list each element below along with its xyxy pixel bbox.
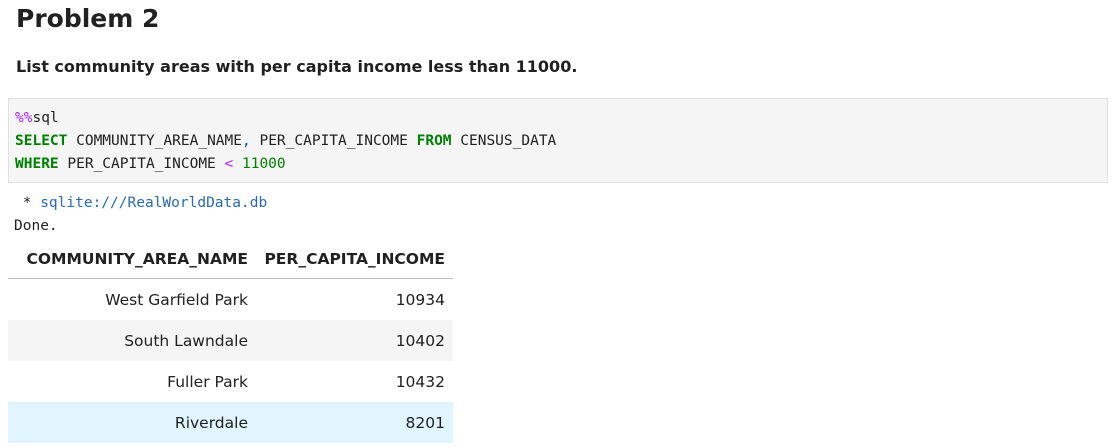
connection: sqlite:///RealWorldData.db (40, 195, 268, 211)
table-cell: 10934 (395, 290, 445, 309)
table-row: Riverdale 8201 (8, 402, 453, 443)
code-cell[interactable]: %%sql SELECT COMMUNITY_AREA_NAME, PER_CAP… (8, 98, 1108, 183)
punctuation: , (242, 133, 251, 149)
bullet: * (14, 195, 41, 211)
keyword: SELECT (15, 133, 68, 149)
instruction: List community areas with per capita inc… (16, 57, 578, 76)
code-line: SELECT COMMUNITY_AREA_NAME, PER_CAPITA_I… (15, 130, 1101, 153)
identifier: CENSUS_DATA (451, 133, 557, 149)
table-cell: Fuller Park (167, 372, 248, 391)
column-header: COMMUNITY_AREA_NAME (8, 240, 256, 279)
column-header: PER_CAPITA_INCOME (256, 240, 453, 279)
table-row: Fuller Park 10432 (8, 361, 453, 402)
table-row: South Lawndale 10402 (8, 320, 453, 361)
status: Done. (14, 218, 58, 234)
code-line: WHERE PER_CAPITA_INCOME < 11000 (15, 153, 1101, 176)
keyword: FROM (416, 133, 452, 149)
code-line: %%sql (15, 107, 1101, 130)
heading: Problem 2 (16, 4, 160, 33)
magic: sql (32, 110, 59, 126)
operator: < (224, 156, 234, 172)
table-cell: Riverdale (8, 402, 256, 443)
cell-output: * sqlite:///RealWorldData.db Done. (14, 192, 267, 238)
magic-prefix: %% (15, 110, 33, 126)
keyword: WHERE (15, 156, 59, 172)
table-cell: South Lawndale (8, 320, 256, 361)
table-cell: West Garfield Park (105, 290, 248, 309)
header-row: COMMUNITY_AREA_NAME PER_CAPITA_INCOME (8, 240, 453, 279)
output-line: * sqlite:///RealWorldData.db (14, 192, 267, 215)
table-cell: 10432 (395, 372, 445, 391)
identifier: PER_CAPITA_INCOME (250, 133, 417, 149)
result-table: COMMUNITY_AREA_NAME PER_CAPITA_INCOME West… (8, 240, 453, 443)
table-cell: 10402 (256, 320, 453, 361)
table-row: West Garfield Park 10934 (8, 279, 453, 321)
identifier: COMMUNITY_AREA_NAME (67, 133, 242, 149)
identifier: PER_CAPITA_INCOME (58, 156, 225, 172)
table-cell: 8201 (256, 402, 453, 443)
number: 11000 (233, 156, 286, 172)
